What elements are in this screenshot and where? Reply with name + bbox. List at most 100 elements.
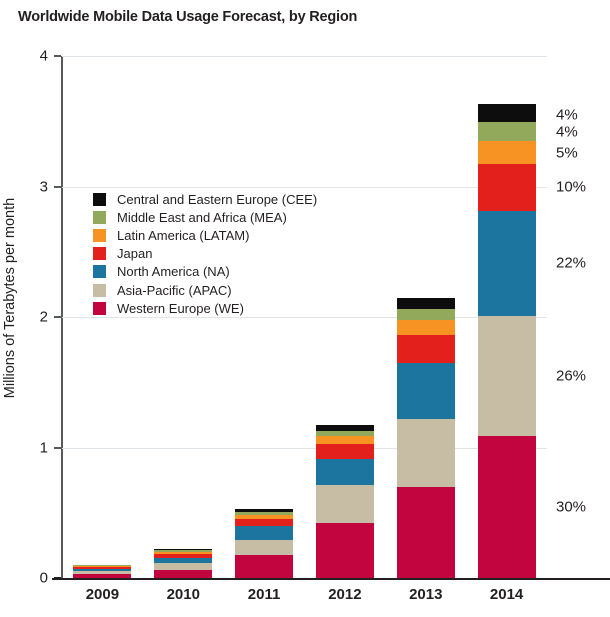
bar-segment[interactable]	[235, 555, 294, 578]
y-axis-tick-label: 3	[39, 178, 48, 195]
bar-segment[interactable]	[477, 121, 536, 141]
x-axis-label-2014: 2014	[489, 586, 524, 603]
bar-segment[interactable]	[315, 425, 374, 431]
legend-swatch-icon	[93, 283, 106, 297]
percentage-label: 30%	[556, 498, 587, 516]
page-title: Worldwide Mobile Data Usage Forecast, by…	[18, 9, 358, 25]
bar-segment[interactable]	[154, 548, 213, 551]
axis-baseline	[52, 578, 610, 580]
bar-2012[interactable]	[315, 425, 374, 578]
percentage-label: 26%	[556, 367, 587, 385]
legend-item[interactable]: Asia-Pacific (APAC)	[93, 281, 333, 299]
legend-swatch-icon	[93, 301, 106, 315]
bar-segment[interactable]	[235, 519, 294, 527]
bar-2011[interactable]	[235, 509, 294, 578]
legend-item-label: Western Europe (WE)	[117, 300, 244, 316]
bar-segment[interactable]	[315, 522, 374, 578]
legend-swatch-icon	[93, 247, 106, 261]
y-axis-tick	[54, 185, 61, 188]
bar-segment[interactable]	[477, 435, 536, 578]
y-axis-title: Millions of Terabytes per month	[2, 197, 18, 399]
bar-segment[interactable]	[315, 430, 374, 437]
bar-segment[interactable]	[73, 564, 132, 566]
bar-2010[interactable]	[154, 548, 213, 578]
legend-item-label: Latin America (LATAM)	[117, 227, 250, 243]
bar-segment[interactable]	[73, 571, 132, 575]
x-axis-labels: 2009 2010 2011 2012 2013 2014	[62, 586, 547, 614]
bar-segment[interactable]	[235, 509, 294, 512]
legend-swatch-icon	[93, 210, 106, 224]
x-axis-label-2010: 2010	[166, 586, 200, 603]
y-axis-tick	[54, 316, 61, 318]
bar-segment[interactable]	[154, 557, 213, 564]
bar-segment[interactable]	[396, 298, 455, 309]
bar-segment[interactable]	[396, 320, 455, 335]
x-axis-label-2013: 2013	[409, 586, 443, 603]
bar-segment[interactable]	[315, 436, 374, 445]
y-axis-tick-label: 2	[39, 308, 48, 326]
gridline	[62, 317, 547, 318]
x-axis-label-2009: 2009	[85, 586, 120, 603]
bar-segment[interactable]	[235, 526, 294, 540]
percentage-label: 22%	[556, 254, 587, 272]
bar-segment[interactable]	[477, 103, 536, 122]
bar-segment[interactable]	[396, 486, 455, 578]
legend-item-label: Middle East and Africa (MEA)	[117, 209, 287, 225]
bar-segment[interactable]	[154, 563, 213, 570]
legend-item-label: Japan	[117, 246, 153, 262]
legend-item[interactable]: Japan	[93, 245, 333, 263]
bar-segment[interactable]	[477, 140, 536, 165]
bar-segment[interactable]	[73, 566, 132, 569]
bar-segment[interactable]	[315, 484, 374, 523]
legend-swatch-icon	[93, 265, 106, 279]
percentage-label: 4%	[556, 123, 578, 141]
gridline	[62, 186, 547, 188]
bar-2013[interactable]	[396, 298, 455, 578]
bar-segment[interactable]	[154, 553, 213, 558]
bar-segment[interactable]	[73, 565, 132, 566]
gridline	[62, 56, 547, 57]
x-axis-label-2011: 2011	[247, 586, 281, 603]
bar-2009[interactable]	[73, 564, 132, 578]
bar-segment[interactable]	[154, 550, 213, 552]
legend-item[interactable]: Latin America (LATAM)	[93, 226, 333, 244]
legend-item[interactable]: Central and Eastern Europe (CEE)	[93, 190, 333, 208]
plot-area	[52, 56, 610, 580]
bar-segment[interactable]	[396, 362, 455, 419]
bar-segment[interactable]	[154, 569, 213, 578]
bar-segment[interactable]	[235, 512, 294, 516]
bar-segment[interactable]	[477, 164, 536, 211]
bar-segment[interactable]	[235, 539, 294, 556]
bar-segment[interactable]	[396, 334, 455, 363]
legend-item-label: Asia-Pacific (APAC)	[117, 282, 232, 298]
bar-segment[interactable]	[235, 515, 294, 520]
bar-2014[interactable]	[477, 103, 536, 578]
bar-segment[interactable]	[477, 210, 536, 317]
percentage-label: 4%	[556, 106, 578, 124]
legend-item-label: North America (NA)	[117, 264, 230, 280]
x-axis-label-2012: 2012	[328, 586, 362, 603]
bar-segment[interactable]	[73, 565, 132, 567]
y-axis-tick-label: 1	[39, 439, 48, 456]
legend-item[interactable]: North America (NA)	[93, 263, 333, 281]
bar-segment[interactable]	[315, 444, 374, 459]
bar-segment[interactable]	[73, 574, 132, 578]
chart-legend: Central and Eastern Europe (CEE) Middle E…	[93, 190, 333, 317]
legend-item[interactable]: Middle East and Africa (MEA)	[93, 208, 333, 226]
bar-segment[interactable]	[73, 568, 132, 572]
y-axis-tick	[54, 446, 61, 449]
bar-segment[interactable]	[154, 551, 213, 554]
legend-item[interactable]: Western Europe (WE)	[93, 299, 333, 317]
legend-item-label: Central and Eastern Europe (CEE)	[117, 191, 318, 207]
percentage-annotations: 4% 4% 5% 10% 22% 26% 30%	[556, 0, 610, 617]
y-axis-line	[61, 56, 63, 580]
bar-segment[interactable]	[477, 316, 536, 436]
bar-segment[interactable]	[315, 458, 374, 485]
bar-segment[interactable]	[396, 308, 455, 321]
bar-segment[interactable]	[396, 418, 455, 487]
legend-swatch-icon	[93, 228, 106, 242]
y-axis-tick	[54, 55, 61, 57]
percentage-label: 10%	[556, 178, 587, 196]
legend-swatch-icon	[93, 192, 106, 206]
